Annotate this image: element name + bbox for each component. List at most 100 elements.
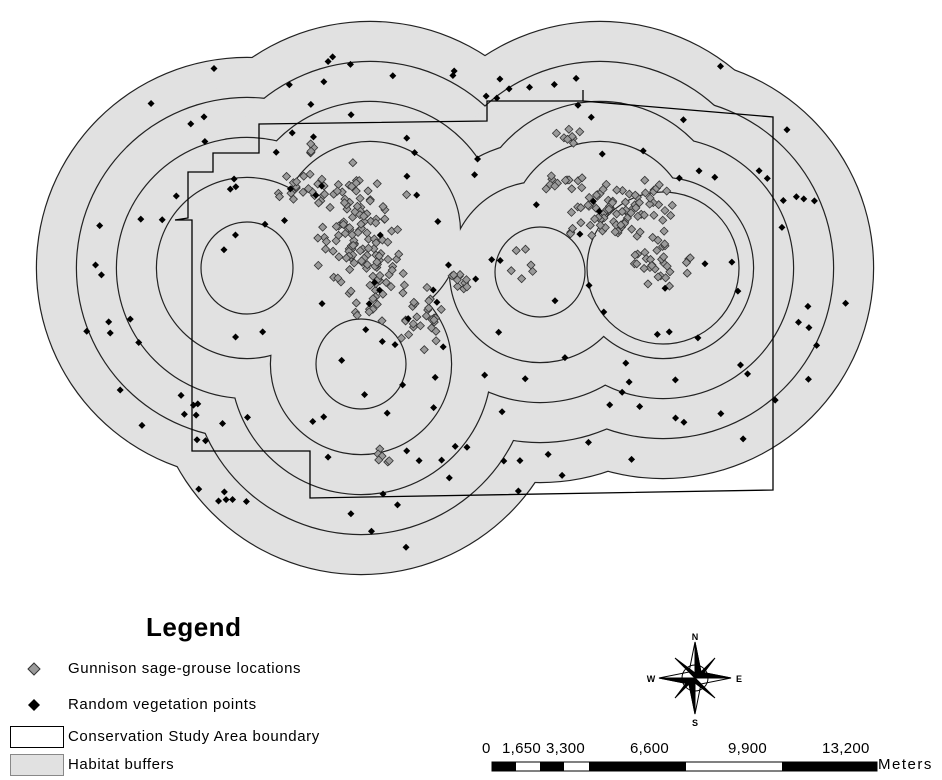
random-point — [694, 334, 702, 342]
black-diamond-icon — [28, 699, 40, 711]
grouse-point — [682, 268, 692, 278]
grouse-point — [607, 198, 617, 208]
random-point — [320, 413, 328, 421]
random-point — [376, 286, 384, 294]
random-point — [135, 338, 143, 346]
grouse-point — [462, 282, 472, 292]
random-point — [229, 496, 237, 504]
random-point — [430, 404, 438, 412]
random-point — [739, 435, 747, 443]
random-point — [585, 281, 593, 289]
grouse-point — [562, 134, 573, 144]
grouse-point — [409, 297, 419, 307]
random-point — [285, 81, 293, 89]
grouse-point — [612, 185, 622, 195]
random-point — [338, 356, 346, 364]
grouse-point — [639, 263, 649, 274]
random-point — [636, 402, 644, 410]
random-point — [463, 443, 471, 451]
grouse-point — [362, 228, 372, 238]
grouse-point — [394, 249, 404, 259]
random-point — [551, 297, 559, 305]
grouse-point — [431, 326, 441, 336]
random-point — [361, 391, 369, 399]
random-point — [242, 497, 250, 505]
random-point — [383, 409, 391, 417]
random-point — [116, 386, 124, 394]
random-point — [83, 327, 91, 335]
random-point — [137, 215, 145, 223]
grouse-point — [387, 265, 397, 275]
north-label: N — [692, 632, 699, 642]
grouse-point — [661, 273, 671, 283]
random-point — [561, 354, 569, 362]
grouse-point — [616, 220, 626, 230]
random-point — [403, 447, 411, 455]
grouse-point — [528, 266, 538, 276]
legend-item-random: Random vegetation points — [0, 692, 420, 718]
random-point — [230, 175, 238, 183]
random-point — [261, 220, 269, 228]
random-point — [378, 338, 386, 346]
grouse-point — [375, 270, 385, 281]
grouse-point — [331, 222, 341, 232]
random-point — [779, 196, 787, 204]
grouse-point — [595, 220, 605, 230]
random-point — [404, 315, 412, 323]
grouse-point — [355, 246, 365, 256]
random-point — [97, 271, 105, 279]
grouse-point — [575, 127, 585, 137]
grouse-point — [386, 282, 396, 292]
random-point — [324, 57, 332, 65]
grouse-point — [345, 264, 355, 275]
scale-tick-5: 13,200 — [822, 740, 870, 757]
grouse-point — [550, 181, 560, 191]
random-point — [365, 300, 373, 308]
filled-box-icon — [10, 754, 64, 776]
grouse-point — [352, 201, 362, 211]
random-point — [778, 223, 786, 231]
grouse-point — [506, 266, 516, 276]
random-point — [180, 410, 188, 418]
grouse-point — [333, 230, 344, 240]
grouse-point — [314, 198, 324, 208]
grouse-point — [648, 232, 658, 242]
random-point — [147, 99, 155, 107]
grouse-point — [436, 304, 446, 314]
scale-unit: Meters — [878, 756, 933, 773]
legend-label-random: Random vegetation points — [68, 696, 257, 713]
outline-box-icon — [10, 726, 64, 748]
north-arrow: N S E W — [640, 628, 750, 728]
random-point — [653, 330, 661, 338]
conservation-study-area-boundary — [174, 90, 774, 499]
random-point — [672, 414, 680, 422]
grouse-point — [419, 345, 429, 355]
random-point — [347, 111, 355, 119]
random-point — [324, 453, 332, 461]
grouse-point — [541, 184, 551, 194]
grouse-point — [374, 455, 384, 465]
grouse-point — [620, 197, 631, 207]
grouse-point — [630, 250, 640, 260]
random-point — [346, 60, 354, 68]
random-point — [126, 315, 134, 323]
grouse-point — [627, 224, 637, 234]
random-point — [434, 218, 442, 226]
grouse-point — [399, 280, 410, 290]
grouse-point — [576, 218, 586, 228]
grouse-point — [568, 138, 578, 148]
habitat-buffers — [35, 20, 875, 576]
grouse-point — [344, 223, 355, 233]
random-point — [671, 376, 679, 384]
grouse-point — [383, 237, 393, 247]
random-point — [584, 438, 592, 446]
random-point — [329, 53, 337, 61]
random-point — [783, 126, 791, 134]
random-point — [202, 437, 210, 445]
grouse-point — [604, 204, 614, 214]
scale-tick-3: 6,600 — [630, 740, 670, 757]
grouse-point — [408, 319, 418, 329]
grouse-point — [393, 225, 403, 235]
random-point — [589, 197, 597, 205]
grouse-point — [577, 183, 587, 193]
